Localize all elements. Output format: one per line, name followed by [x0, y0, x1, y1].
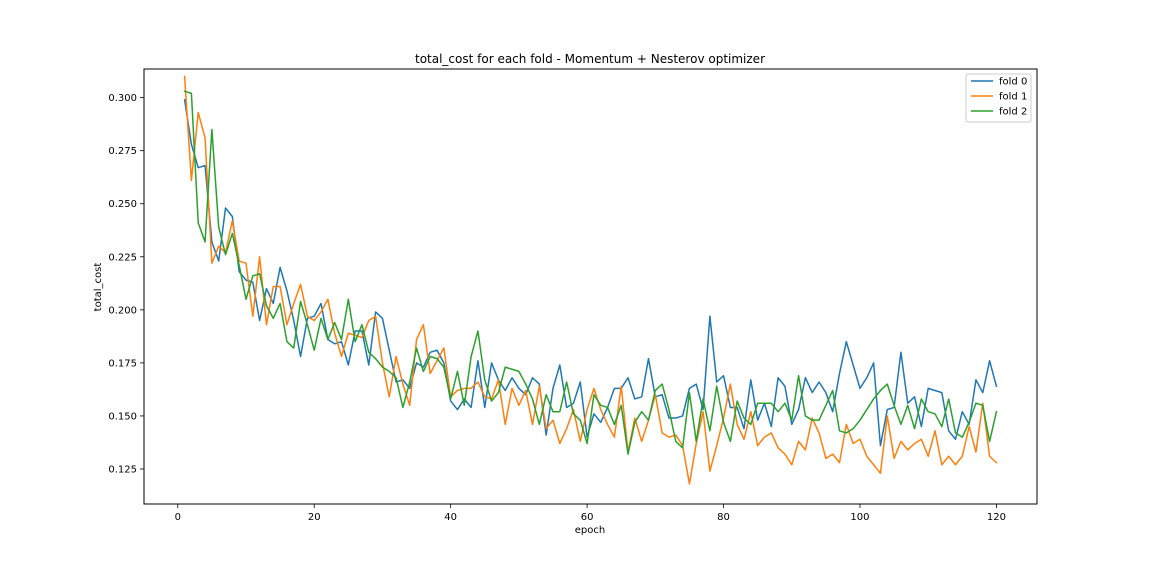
y-tick-label: 0.175 — [108, 358, 137, 369]
legend-label: fold 1 — [999, 92, 1027, 103]
x-tick-label: 120 — [987, 512, 1006, 523]
y-tick-label: 0.200 — [108, 305, 137, 316]
x-tick-label: 20 — [308, 512, 321, 523]
x-tick-label: 100 — [850, 512, 869, 523]
y-axis: 0.125 0.150 0.175 0.200 0.225 0.250 0.275 0.300 — [108, 93, 144, 475]
x-tick-label: 0 — [175, 512, 181, 523]
x-axis: 0 20 40 60 80 100 120 — [175, 504, 1006, 523]
y-tick-label: 0.225 — [108, 252, 137, 263]
chart-title: total_cost for each fold - Momentum + Ne… — [415, 52, 765, 66]
y-tick-label: 0.150 — [108, 411, 137, 422]
x-tick-label: 60 — [581, 512, 594, 523]
series-line-fold-0 — [183, 98, 998, 447]
y-tick-label: 0.300 — [108, 93, 137, 104]
series-lines — [183, 75, 998, 485]
x-axis-label: epoch — [575, 525, 605, 536]
y-tick-label: 0.275 — [108, 146, 137, 157]
x-tick-label: 40 — [444, 512, 457, 523]
series-line-fold-2 — [183, 90, 998, 455]
legend-label: fold 0 — [999, 77, 1027, 88]
legend-frame — [965, 73, 1032, 123]
series-line-fold-1 — [183, 75, 998, 485]
x-tick-label: 80 — [717, 512, 730, 523]
y-tick-label: 0.250 — [108, 199, 137, 210]
legend: fold 0 fold 1 fold 2 — [965, 73, 1032, 123]
plot-frame — [143, 68, 1038, 505]
y-axis-label: total_cost — [93, 263, 104, 312]
legend-label: fold 2 — [999, 107, 1027, 118]
y-tick-label: 0.125 — [108, 464, 137, 475]
